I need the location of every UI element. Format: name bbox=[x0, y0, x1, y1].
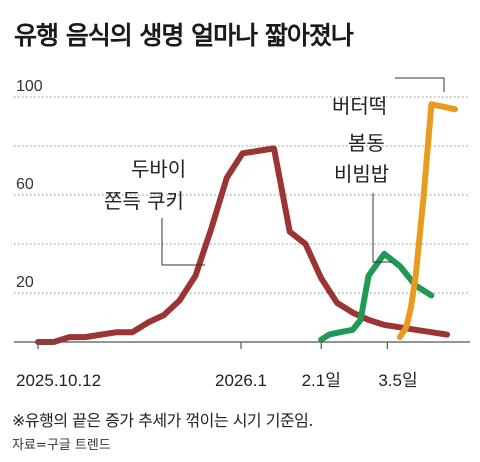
y-tick-label: 20 bbox=[16, 274, 34, 291]
x-tick-label: 2.1일 bbox=[302, 371, 341, 390]
label-leader-line bbox=[161, 218, 205, 266]
series-label: 버터떡 bbox=[332, 94, 387, 118]
series-label: 봄동 bbox=[348, 131, 385, 155]
chart-title: 유행 음식의 생명 얼마나 짧아졌나 bbox=[14, 21, 354, 50]
series-line bbox=[35, 145, 451, 345]
series-line bbox=[396, 101, 458, 341]
x-tick-label: 2025.10.12 bbox=[16, 371, 101, 390]
series-label: 쫀득 쿠키 bbox=[104, 189, 184, 213]
x-axis: 2025.10.12 2026.1 2.1일 3.5일 bbox=[14, 341, 470, 390]
label-leader-line bbox=[395, 77, 445, 92]
y-tick-labels: 100 60 20 bbox=[16, 78, 43, 291]
x-tick-label: 3.5일 bbox=[378, 371, 417, 390]
y-tick-label: 60 bbox=[16, 176, 34, 193]
series-lines bbox=[35, 101, 458, 345]
series-label: 두바이 bbox=[131, 157, 186, 181]
label-leader-line bbox=[372, 193, 392, 263]
series-line bbox=[318, 250, 435, 343]
y-tick-label: 100 bbox=[16, 78, 43, 95]
grid-lines bbox=[14, 96, 470, 294]
series-label: 비빔밥 bbox=[334, 162, 389, 186]
chart-source: 자료=구글 트렌드 bbox=[12, 438, 111, 453]
chart-footnote: ※유행의 끝은 증가 추세가 꺾이는 시기 기준임. bbox=[12, 411, 313, 430]
x-tick-label: 2026.1 bbox=[215, 371, 267, 390]
